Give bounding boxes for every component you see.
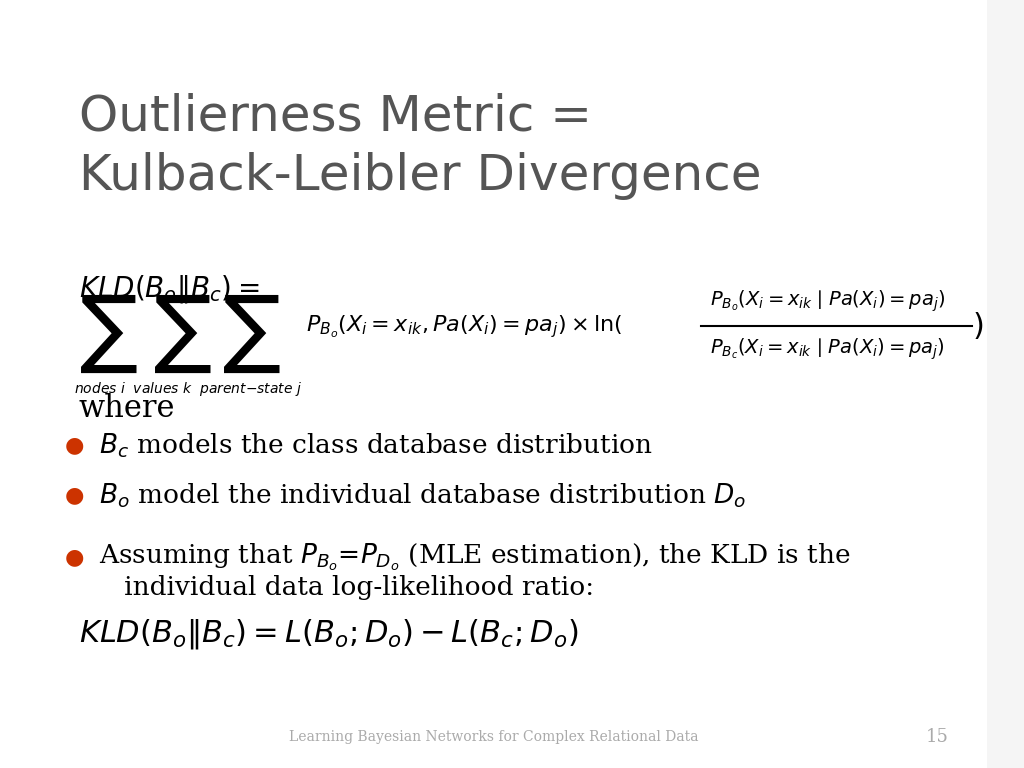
Text: $\mathit{KLD}(B_o \| B_c) =$: $\mathit{KLD}(B_o \| B_c) =$ [79, 273, 259, 305]
Text: where: where [79, 393, 175, 424]
Text: $B_c$ models the class database distribution: $B_c$ models the class database distribu… [98, 431, 652, 460]
Text: ●: ● [65, 435, 84, 455]
Text: nodes $i$  values k  parent$-$state $j$: nodes $i$ values k parent$-$state $j$ [74, 380, 302, 398]
Text: $\mathit{KLD}(B_o \| B_c) = L(B_o; D_o) - L(B_c; D_o)$: $\mathit{KLD}(B_o \| B_c) = L(B_o; D_o) … [79, 617, 579, 650]
Text: $P_{B_o}(X_i = x_{ik}, Pa(X_i) = pa_j) \times \ln($: $P_{B_o}(X_i = x_{ik}, Pa(X_i) = pa_j) \… [306, 313, 622, 339]
Text: $\sum$: $\sum$ [79, 293, 137, 376]
Text: $)$: $)$ [972, 311, 983, 342]
Text: 15: 15 [926, 728, 948, 746]
Text: $P_{B_o}(X_i = x_{ik} \mid Pa(X_i) = pa_j)$: $P_{B_o}(X_i = x_{ik} \mid Pa(X_i) = pa_… [711, 288, 946, 314]
Text: $\sum$: $\sum$ [153, 293, 211, 376]
Text: ●: ● [65, 485, 84, 505]
Text: Learning Bayesian Networks for Complex Relational Data: Learning Bayesian Networks for Complex R… [289, 730, 698, 744]
Text: Assuming that $P_{B_o}$=$P_{D_o}$ (MLE estimation), the KLD is the: Assuming that $P_{B_o}$=$P_{D_o}$ (MLE e… [98, 541, 850, 573]
Text: $B_o$ model the individual database distribution $D_o$: $B_o$ model the individual database dist… [98, 481, 745, 510]
FancyBboxPatch shape [0, 0, 996, 768]
Text: individual data log-likelihood ratio:: individual data log-likelihood ratio: [98, 575, 594, 600]
Text: Outlierness Metric =
Kulback-Leibler Divergence: Outlierness Metric = Kulback-Leibler Div… [79, 92, 762, 200]
Text: $P_{B_c}(X_i = x_{ik} \mid Pa(X_i) = pa_j)$: $P_{B_c}(X_i = x_{ik} \mid Pa(X_i) = pa_… [711, 336, 945, 362]
Text: $\sum$: $\sum$ [222, 293, 281, 376]
Text: ●: ● [65, 547, 84, 567]
